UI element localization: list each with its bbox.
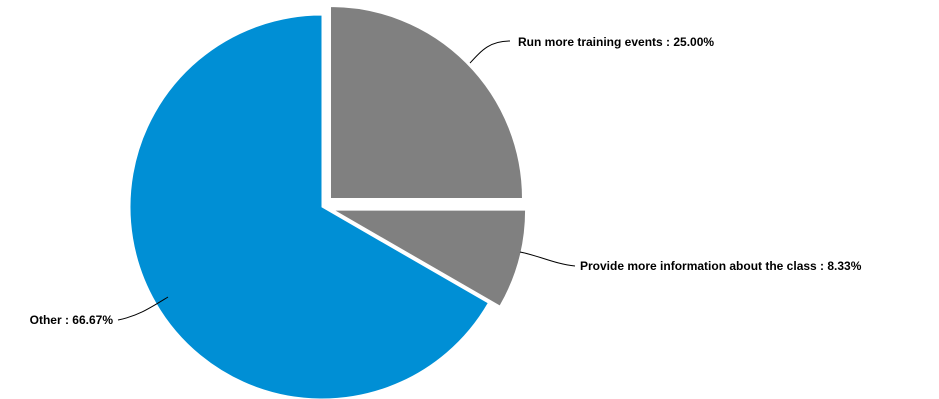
slices-layer [129,6,527,399]
leader-lines-layer [117,40,576,321]
slice-label-run-more-training-events: Run more training events : 25.00% [518,35,714,49]
pie-slice-run-more-training-events [329,6,523,200]
slice-label-other: Other : 66.67% [30,313,114,327]
pie-slice-other [129,14,489,399]
slice-labels-layer: Run more training events : 25.00% Provide… [30,35,862,327]
leader-line-provide-more-information-about-the-class [519,251,576,267]
slice-label-provide-more-information-about-the-class: Provide more information about the class… [580,259,862,273]
pie-slice-provide-more-information-about-the-class [331,209,527,307]
leader-line-run-more-training-events [469,40,511,64]
leader-line-other [117,296,169,321]
